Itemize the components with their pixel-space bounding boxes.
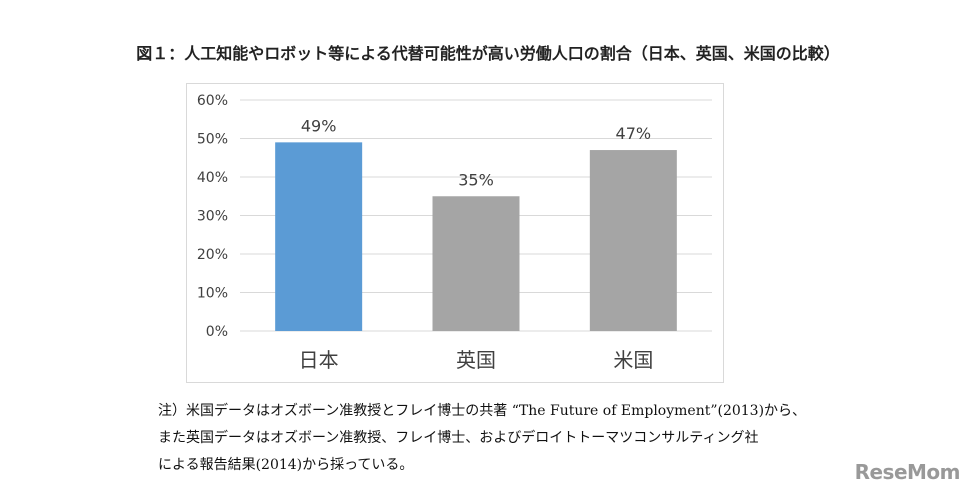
data-label: 35% xyxy=(458,170,494,189)
y-tick-label: 60% xyxy=(197,93,228,109)
footnote-line-3: による報告結果(2014)から採っている。 xyxy=(158,457,414,473)
y-tick-label: 10% xyxy=(197,286,228,302)
x-tick-label: 日本 xyxy=(299,348,339,372)
bar xyxy=(275,142,363,331)
y-tick-label: 0% xyxy=(206,324,228,340)
x-tick-label: 英国 xyxy=(456,348,496,372)
chart-title: 図１：人工知能やロボット等による代替可能性が高い労働人口の割合（日本、英国、米国… xyxy=(136,44,840,63)
y-tick-label: 30% xyxy=(197,209,228,225)
brand-logo: ReseMom xyxy=(854,460,961,484)
x-tick-label: 米国 xyxy=(613,348,653,372)
x-axis: 日本 英国 米国 xyxy=(299,348,654,372)
y-axis: 0% 10% 20% 30% 40% 50% 60% xyxy=(197,93,228,340)
data-label: 47% xyxy=(616,124,652,143)
y-tick-label: 50% xyxy=(197,132,228,148)
footnote-line-2: また英国データはオズボーン准教授、フレイ博士、およびデロイトトーマツコンサルティ… xyxy=(158,430,759,446)
data-label: 49% xyxy=(301,116,337,135)
bar xyxy=(432,196,520,331)
bars xyxy=(275,142,677,331)
y-tick-label: 40% xyxy=(197,170,228,186)
bar-chart: 0% 10% 20% 30% 40% 50% 60% 49% 35% 47% 日本 英国 米国 xyxy=(186,83,724,383)
bar xyxy=(589,150,677,331)
y-tick-label: 20% xyxy=(197,247,228,263)
footnote: 注）米国データはオズボーン准教授とフレイ博士の共著 “The Future of… xyxy=(158,398,898,479)
data-labels: 49% 35% 47% xyxy=(301,116,651,189)
footnote-line-1: 注）米国データはオズボーン准教授とフレイ博士の共著 “The Future of… xyxy=(158,403,807,419)
